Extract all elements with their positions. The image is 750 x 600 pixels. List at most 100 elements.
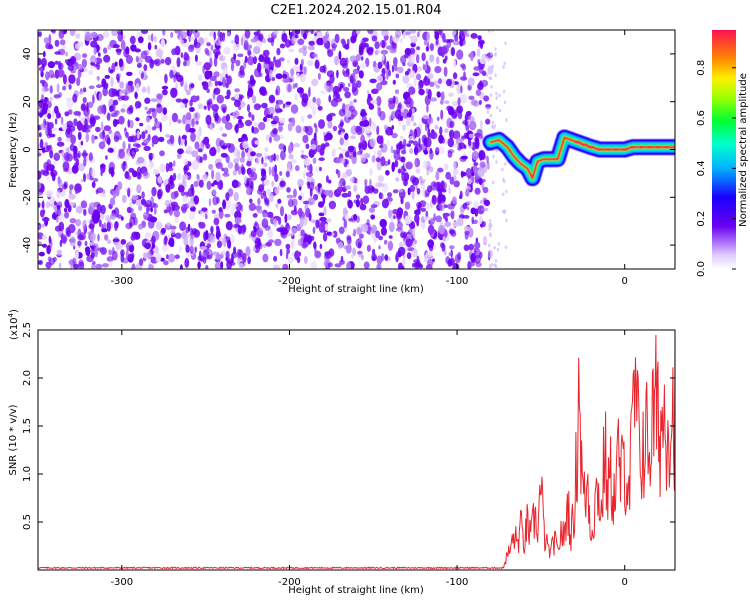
noise-speck: [409, 30, 416, 34]
noise-speck: [343, 87, 350, 92]
noise-speck: [413, 259, 421, 264]
noise-speck: [177, 148, 184, 155]
noise-speck: [421, 52, 426, 62]
snr-series-line: [38, 334, 675, 570]
noise-speck: [102, 189, 106, 194]
noise-speck: [112, 99, 119, 106]
noise-speck: [358, 115, 362, 121]
noise-speck: [168, 206, 174, 216]
noise-speck: [322, 232, 328, 242]
noise-speck: [65, 147, 69, 152]
noise-speck: [483, 95, 490, 102]
noise-speck: [344, 43, 350, 50]
noise-speck: [493, 263, 496, 267]
noise-speck: [413, 129, 416, 140]
noise-speck: [301, 149, 305, 154]
noise-speck: [347, 199, 353, 209]
noise-speck: [471, 216, 475, 225]
noise-speck: [279, 171, 283, 176]
noise-speck: [242, 252, 247, 263]
noise-speck: [96, 247, 104, 252]
noise-speck: [335, 158, 342, 164]
noise-speck: [380, 192, 384, 200]
noise-speck: [394, 109, 402, 120]
noise-speck: [331, 148, 336, 158]
noise-speck: [358, 233, 364, 239]
noise-speck: [150, 98, 158, 103]
noise-speck: [264, 146, 269, 153]
noise-speck: [271, 180, 275, 187]
noise-speck: [97, 233, 100, 242]
noise-speck: [74, 183, 82, 194]
noise-speck: [83, 158, 87, 167]
noise-speck: [87, 101, 94, 109]
noise-speck: [183, 166, 190, 172]
noise-speck: [203, 37, 209, 44]
noise-speck: [73, 65, 77, 72]
noise-speck: [443, 213, 446, 219]
noise-speck: [113, 146, 117, 156]
noise-speck: [127, 119, 130, 128]
noise-speck: [175, 98, 183, 103]
noise-speck: [356, 227, 362, 235]
noise-speck: [423, 216, 432, 221]
noise-speck: [328, 94, 332, 103]
noise-speck: [209, 147, 217, 157]
noise-speck: [84, 240, 88, 247]
noise-speck: [411, 191, 415, 200]
noise-speck: [491, 120, 495, 125]
noise-speck: [200, 257, 205, 263]
noise-speck: [371, 155, 376, 163]
noise-speck: [347, 145, 355, 152]
noise-speck: [436, 91, 441, 98]
noise-speck: [458, 142, 466, 150]
noise-speck: [274, 59, 282, 68]
noise-speck: [354, 75, 358, 80]
noise-speck: [416, 188, 421, 195]
noise-speck: [310, 30, 314, 35]
noise-speck: [360, 197, 364, 206]
noise-speck: [239, 157, 246, 163]
noise-speck: [227, 239, 232, 249]
noise-speck: [298, 195, 302, 201]
noise-speck: [173, 204, 180, 211]
noise-speck: [472, 72, 480, 77]
noise-speck: [210, 44, 214, 51]
noise-speck: [309, 181, 315, 191]
noise-speck: [439, 181, 447, 191]
noise-speck: [409, 148, 414, 155]
noise-speck: [62, 74, 67, 85]
noise-speck: [65, 124, 71, 135]
noise-speck: [135, 101, 138, 110]
noise-speck: [416, 46, 421, 51]
noise-speck: [441, 46, 448, 55]
noise-speck: [157, 188, 164, 198]
noise-speck: [305, 143, 310, 150]
noise-speck: [125, 85, 132, 95]
noise-speck: [189, 44, 195, 50]
noise-speck: [125, 46, 130, 55]
noise-speck: [205, 116, 211, 121]
noise-speck: [489, 93, 493, 97]
noise-speck: [318, 201, 324, 208]
noise-speck: [136, 63, 142, 68]
noise-speck: [213, 87, 221, 95]
noise-speck: [353, 184, 358, 192]
noise-speck: [261, 102, 268, 109]
noise-speck: [446, 78, 452, 87]
noise-speck: [182, 42, 190, 48]
noise-speck: [391, 132, 398, 139]
noise-speck: [173, 74, 177, 83]
noise-speck: [464, 113, 468, 123]
noise-speck: [75, 231, 78, 236]
noise-speck: [432, 258, 435, 263]
noise-speck: [63, 207, 68, 213]
noise-speck: [143, 139, 150, 144]
noise-speck: [269, 193, 274, 202]
noise-speck: [495, 160, 498, 164]
noise-speck: [314, 59, 320, 69]
noise-speck: [129, 221, 133, 228]
noise-speck: [292, 83, 296, 89]
noise-speck: [366, 45, 370, 53]
noise-speck: [211, 182, 215, 187]
